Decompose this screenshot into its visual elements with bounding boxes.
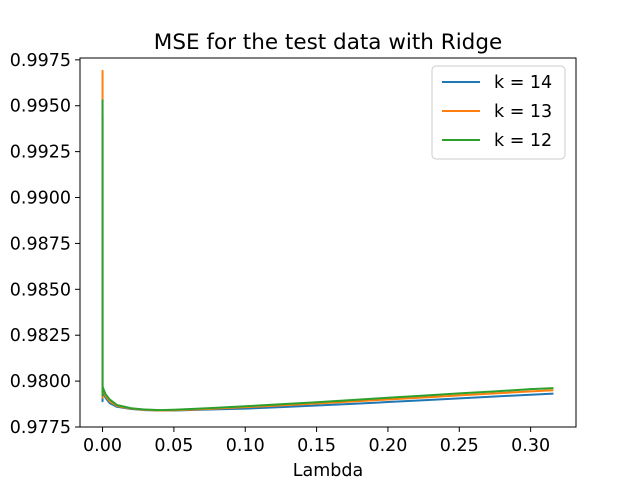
x-tick-label: 0.15	[297, 436, 336, 456]
chart-title: MSE for the test data with Ridge	[154, 30, 502, 55]
legend-box	[431, 65, 566, 160]
plot-area-frame	[79, 57, 577, 428]
x-tick-label: 0.05	[154, 436, 193, 456]
y-tick-label: 0.9875	[10, 234, 71, 254]
legend-label: k = 14	[494, 73, 552, 93]
x-tick-label: 0.00	[83, 436, 122, 456]
y-tick-label: 0.9925	[10, 143, 71, 163]
plot-series	[101, 69, 554, 412]
y-axis-ticks: 0.9775 0.9800 0.9825 0.9850 0.9875 0.9900 0.99…	[10, 51, 80, 438]
legend-label: k = 13	[494, 102, 552, 122]
y-tick-label: 0.9950	[10, 97, 71, 117]
legend: k = 14 k = 13 k = 12	[431, 65, 566, 160]
y-tick-label: 0.9775	[10, 418, 71, 438]
x-tick-label: 0.30	[511, 436, 550, 456]
legend-label: k = 12	[494, 131, 552, 151]
y-tick-label: 0.9900	[10, 189, 71, 209]
y-tick-label: 0.9800	[10, 372, 71, 392]
x-tick-label: 0.20	[368, 436, 407, 456]
y-tick-label: 0.9975	[10, 51, 71, 71]
x-tick-label: 0.25	[440, 436, 479, 456]
x-tick-label: 0.10	[226, 436, 265, 456]
series-line-k-12	[101, 99, 554, 412]
x-axis-ticks: 0.00 0.05 0.10 0.15 0.20 0.25 0.30	[83, 427, 550, 456]
x-axis-label: Lambda	[293, 461, 363, 480]
y-tick-label: 0.9850	[10, 280, 71, 300]
y-tick-label: 0.9825	[10, 326, 71, 346]
